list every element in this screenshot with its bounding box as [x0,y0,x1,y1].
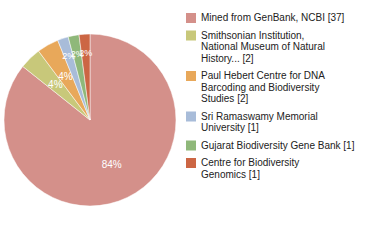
legend-label: Centre for BiodiversityGenomics [1] [201,157,299,180]
legend-swatch [186,158,196,168]
legend-swatch [186,31,196,41]
legend-swatch [186,141,196,151]
legend-item: Centre for BiodiversityGenomics [1] [186,157,299,180]
slices-inner [4,34,176,206]
slice [79,34,90,120]
legend-label: Mined from GenBank, NCBI [37] [201,12,345,23]
legend-swatch [186,71,196,81]
data-labels: 84%4%4%2%2%2% [48,48,122,170]
legend-swatch [186,13,196,23]
data-label: 84% [102,159,122,170]
legend-label: Gujarat Biodiversity Gene Bank [1] [201,140,355,151]
data-label: 2% [79,48,92,58]
pie: 84%4%4%2%2%2% [4,34,176,206]
slice [4,34,176,206]
legend-item: Gujarat Biodiversity Gene Bank [1] [186,140,355,151]
data-label: 4% [58,71,73,82]
chart: 84%4%4%2%2%2%Mined from GenBank, NCBI [3… [0,0,380,240]
legend-item: Mined from GenBank, NCBI [37] [186,12,345,23]
legend-item: Sri Ramaswamy MemorialUniversity [1] [186,111,318,134]
legend-swatch [186,112,196,122]
legend-item: Paul Hebert Centre for DNABarcoding and … [186,70,325,104]
slices [4,34,176,206]
legend-label: Smithsonian Institution,National Museum … [201,30,325,64]
legend: Mined from GenBank, NCBI [37] Smithsonian… [186,12,355,180]
legend-item: Smithsonian Institution,National Museum … [186,30,325,64]
legend-label: Sri Ramaswamy MemorialUniversity [1] [201,111,318,134]
legend-label: Paul Hebert Centre for DNABarcoding and … [201,70,325,104]
